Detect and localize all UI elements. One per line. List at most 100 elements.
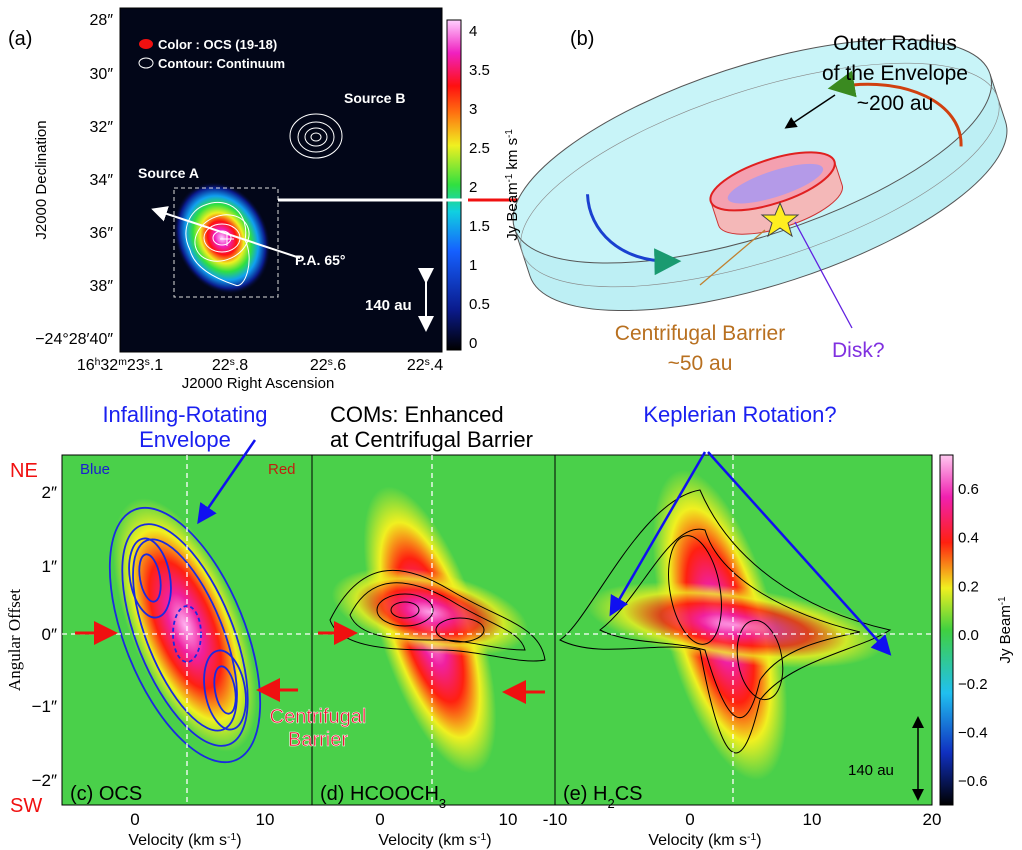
colorbar-tick-label: 0.4 (958, 530, 979, 547)
panel-label: (d) HCOOCH3 (320, 783, 446, 811)
x-tick-label: 22s.6 (310, 357, 346, 375)
colorbar-tick-label: −0.4 (958, 725, 988, 742)
x-axis-title: Velocity (km s-1) (378, 832, 491, 850)
x-tick-label-part: .6 (333, 357, 346, 374)
legend-entry: Color : OCS (19-18) (158, 37, 277, 52)
y-tick-label: 1″ (42, 557, 57, 576)
colorbar-title: Jy Beam-1 km s-1 (504, 129, 522, 241)
annotation: Infalling-Rotating (102, 402, 267, 427)
colorbar-tick-label: 0 (469, 335, 477, 352)
scale-bar-label: 140 au (848, 762, 894, 779)
annotation: Red (268, 461, 296, 478)
colorbar-title-part: -1 (997, 596, 1008, 605)
panel-label-part: CS (615, 783, 643, 805)
colorbar-title-part: Jy Beam (504, 182, 521, 240)
x-tick-label: 16h32m23s.1 (77, 357, 163, 375)
figure: (a) Color : OCS (19-18) Contour: Continuum… (0, 0, 1022, 850)
panel-label: (b) (570, 28, 594, 50)
y-tick-label: 30″ (90, 66, 114, 83)
page: {"panel_a": {"label": "(a)", "legend": {… (0, 0, 1022, 850)
x-tick-label: -10 (543, 810, 568, 829)
annotation: at Centrifugal Barrier (330, 427, 533, 452)
x-axis-title-part: -1 (227, 832, 236, 843)
scale-bar-label: 140 au (365, 297, 412, 314)
y-tick-label: 38″ (90, 278, 114, 295)
colorbar-tick-label: 0.2 (958, 578, 979, 595)
x-tick-label-part: .1 (150, 357, 163, 374)
annotation: Barrier (288, 729, 348, 751)
x-axis-title-part: ) (236, 832, 241, 849)
annotation: Centrifugal (270, 706, 367, 728)
colorbar-tick-label: 3 (469, 101, 477, 118)
annotation: Outer Radius (833, 32, 957, 55)
colorbar-title-part: -1 (504, 129, 515, 138)
source-label: Source B (344, 90, 405, 106)
x-tick-label: 0 (685, 810, 694, 829)
colorbar-tick-label: 3.5 (469, 62, 490, 79)
y-tick-label: 28″ (90, 12, 114, 29)
x-tick-label: 22s.8 (212, 357, 248, 375)
x-tick-label-part: .8 (235, 357, 248, 374)
panel-label-part: 3 (439, 796, 446, 811)
x-axis-title-part: -1 (477, 832, 486, 843)
x-tick-label: 10 (499, 810, 518, 829)
annotation: ~200 au (857, 92, 934, 115)
source-label: Source A (138, 165, 199, 181)
y-tick-label: −24°28′40″ (35, 331, 113, 348)
colorbar-title: Jy Beam-1 (997, 596, 1015, 663)
panel-label-part: 2 (607, 796, 614, 811)
colorbar-tick-label: 4 (469, 23, 477, 40)
x-tick-label-part: 22 (212, 357, 230, 374)
colorbar-tick-label: 0.0 (958, 627, 979, 644)
y-tick-label: 36″ (90, 225, 114, 242)
x-axis-title-part: -1 (747, 832, 756, 843)
legend-entry: Contour: Continuum (158, 56, 285, 71)
colorbar-tick-label: 1 (469, 257, 477, 274)
panel-label: (a) (8, 28, 32, 50)
colorbar-title-part: km s (504, 138, 521, 174)
pv-panels (62, 440, 953, 805)
panel-label: (e) H2CS (563, 783, 642, 811)
y-tick-label: 32″ (90, 119, 114, 136)
annotation: of the Envelope (822, 62, 968, 85)
annotation: Envelope (139, 427, 231, 452)
colorbar-tick-label: −0.2 (958, 676, 988, 693)
annotation: P.A. 65° (295, 252, 345, 268)
annotation: Keplerian Rotation? (643, 402, 836, 427)
y-tick-label: 2″ (42, 483, 57, 502)
x-tick-label-part: 22 (310, 357, 328, 374)
x-axis-title: Velocity (km s-1) (648, 832, 761, 850)
panel-label-part: (e) H (563, 783, 607, 805)
x-tick-label-part: 22 (407, 357, 425, 374)
x-tick-label-part: .4 (430, 357, 443, 374)
x-tick-label: 0 (130, 810, 139, 829)
x-tick-label-part: 32 (100, 357, 118, 374)
annotation: COMs: Enhanced (330, 402, 504, 427)
annotation: Centrifugal Barrier (615, 322, 785, 345)
y-tick-label: −2″ (32, 771, 57, 790)
colorbar-title-part: -1 (504, 174, 515, 183)
x-axis-title: J2000 Right Ascension (182, 375, 335, 392)
annotation: Disk? (832, 339, 885, 362)
x-axis-title-part: Velocity (km s (378, 832, 477, 849)
x-axis-title-part: Velocity (km s (128, 832, 227, 849)
x-tick-label-part: 23 (127, 357, 145, 374)
y-axis-title: Angular Offset (5, 589, 24, 691)
colorbar-tick-label: −0.6 (958, 773, 988, 790)
annotation: Blue (80, 461, 110, 478)
panel-label-part: (c) OCS (70, 783, 142, 805)
y-tick-label: 0″ (42, 625, 57, 644)
x-tick-label: 10 (803, 810, 822, 829)
colorbar-tick-label: 2.5 (469, 140, 490, 157)
x-axis-title-part: ) (756, 832, 761, 849)
y-tick-label: −1″ (32, 697, 57, 716)
x-axis-title: Velocity (km s-1) (128, 832, 241, 850)
panel-label: (c) OCS (70, 783, 142, 805)
x-tick-label: 0 (375, 810, 384, 829)
annotation: NE (10, 460, 38, 482)
annotation: ~50 au (668, 352, 733, 375)
x-tick-label: 10 (256, 810, 275, 829)
colorbar-tick-label: 1.5 (469, 218, 490, 235)
colorbar-title-part: Jy Beam (997, 605, 1014, 663)
annotation: SW (10, 795, 42, 817)
